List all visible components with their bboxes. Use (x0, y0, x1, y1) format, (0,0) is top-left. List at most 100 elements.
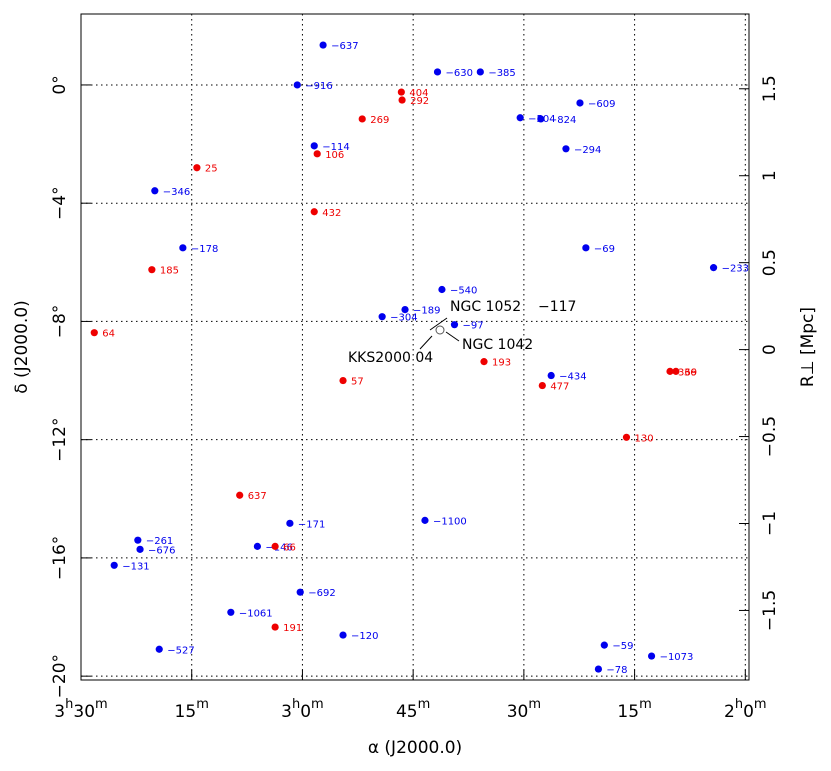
point-label: −233 (722, 264, 749, 275)
point (296, 588, 304, 596)
point (516, 114, 524, 122)
point (310, 142, 318, 150)
point (421, 516, 429, 524)
annotation: KKS2000 04 (348, 350, 433, 366)
point-label: −171 (298, 519, 325, 530)
point (709, 264, 718, 272)
point-label: −1100 (433, 516, 467, 527)
x-tick-label: 2h0m (724, 697, 767, 722)
x-tick-label: 3h30m (54, 697, 107, 722)
point-label: 432 (322, 208, 341, 219)
point-label: −1073 (660, 652, 694, 663)
point-label: −637 (331, 41, 358, 52)
point (271, 542, 279, 550)
point (433, 68, 442, 76)
point (339, 376, 347, 385)
point-label: −385 (488, 68, 515, 79)
point (622, 433, 631, 441)
point (193, 164, 201, 172)
x-tick-label: 45m (396, 697, 430, 722)
y-tick-label: 0° (50, 75, 70, 94)
point-label: 64 (102, 329, 115, 340)
point-label: −1061 (239, 608, 273, 619)
point (438, 285, 446, 294)
point (155, 645, 163, 653)
point-label: 25 (205, 164, 218, 175)
point-label: −916 (305, 81, 332, 92)
point (179, 244, 187, 252)
point (647, 652, 656, 660)
point (134, 536, 142, 544)
point-label: −146 (265, 542, 292, 553)
point-label: 269 (370, 115, 389, 126)
point (600, 641, 608, 649)
x-tick-label: 3h0m (281, 697, 324, 722)
y-tick-label: −20° (50, 654, 70, 698)
x-tick-label: 30m (507, 697, 541, 722)
annotation-line (429, 317, 448, 331)
point (253, 542, 262, 550)
point-label: −131 (122, 561, 149, 572)
y2-tick-label: 1.5 (760, 75, 780, 102)
point (151, 187, 159, 195)
point-label: −540 (450, 286, 477, 297)
point (286, 519, 294, 527)
point-label: 185 (160, 266, 179, 277)
point-label: −304 (390, 313, 417, 324)
point-label: 637 (248, 491, 267, 502)
plot-frame (80, 13, 750, 681)
point-label: −69 (594, 244, 615, 255)
point (562, 145, 570, 153)
y-tick-label: −12° (50, 417, 70, 461)
point (378, 313, 386, 321)
point (271, 623, 279, 631)
point (666, 367, 674, 375)
point-label: −120 (351, 631, 378, 642)
point-label: 292 (410, 96, 429, 107)
galaxy-symbol (435, 325, 445, 335)
point-label: −97 (462, 321, 483, 332)
point (148, 266, 156, 274)
point-label: −189 (413, 306, 440, 317)
annotation-line (419, 335, 433, 350)
y-tick-label: −8° (50, 305, 70, 339)
point (358, 115, 366, 123)
point-label: −261 (146, 536, 173, 547)
y2-tick-label: −1 (760, 511, 780, 536)
point-label: −630 (446, 68, 473, 79)
point (136, 545, 144, 553)
y2-tick-label: −0.5 (760, 416, 780, 457)
y-tick-label: −16° (50, 536, 70, 580)
point (401, 306, 409, 314)
point (227, 608, 235, 616)
point-label: −434 (559, 372, 586, 383)
point-label: 36 (684, 367, 697, 378)
point-label: −527 (167, 645, 194, 656)
point (310, 208, 318, 216)
point-label: 191 (283, 623, 302, 634)
point-label: 193 (492, 358, 511, 369)
y-tick-label: −4° (50, 186, 70, 220)
point (90, 329, 98, 337)
point (319, 41, 327, 49)
y-axis-title: δ (J2000.0) (12, 300, 32, 394)
point-label: −676 (148, 545, 175, 556)
annotation: NGC 1052 (450, 299, 521, 315)
x-tick-label: 15m (617, 697, 651, 722)
point-label: −78 (606, 665, 627, 676)
x-axis-title: α (J2000.0) (368, 738, 462, 758)
annotation: NGC 1042 (462, 337, 533, 353)
y2-tick-label: 0 (760, 344, 780, 355)
point (313, 150, 321, 158)
annotation-line (445, 331, 460, 342)
point-label: −346 (163, 187, 190, 198)
point-label: 66 (283, 542, 296, 553)
point-label: −294 (574, 145, 601, 156)
point-label: −692 (308, 588, 335, 599)
point-label: −114 (322, 142, 349, 153)
point (476, 68, 484, 76)
point-label: 106 (325, 150, 344, 161)
point (480, 358, 488, 366)
point (582, 244, 590, 252)
